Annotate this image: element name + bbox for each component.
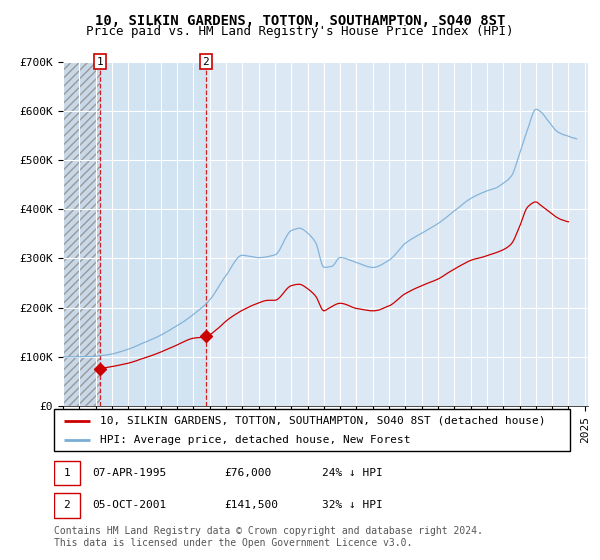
Text: 10, SILKIN GARDENS, TOTTON, SOUTHAMPTON, SO40 8ST: 10, SILKIN GARDENS, TOTTON, SOUTHAMPTON,… [95,14,505,28]
Text: 10, SILKIN GARDENS, TOTTON, SOUTHAMPTON, SO40 8ST (detached house): 10, SILKIN GARDENS, TOTTON, SOUTHAMPTON,… [100,416,546,426]
Text: 32% ↓ HPI: 32% ↓ HPI [322,500,383,510]
Bar [63,62,100,406]
Text: 2: 2 [202,57,209,67]
Text: £141,500: £141,500 [224,500,278,510]
Text: 24% ↓ HPI: 24% ↓ HPI [322,468,383,478]
Text: Contains HM Land Registry data © Crown copyright and database right 2024.
This d: Contains HM Land Registry data © Crown c… [54,526,483,548]
Text: 07-APR-1995: 07-APR-1995 [92,468,167,478]
FancyBboxPatch shape [54,461,80,486]
FancyBboxPatch shape [54,493,80,517]
FancyBboxPatch shape [54,409,570,451]
Text: £76,000: £76,000 [224,468,272,478]
Text: 1: 1 [64,468,70,478]
Text: 05-OCT-2001: 05-OCT-2001 [92,500,167,510]
Text: 1: 1 [97,57,103,67]
Bar [100,62,206,406]
Text: 2: 2 [64,500,70,510]
Text: Price paid vs. HM Land Registry's House Price Index (HPI): Price paid vs. HM Land Registry's House … [86,25,514,38]
Text: HPI: Average price, detached house, New Forest: HPI: Average price, detached house, New … [100,435,411,445]
